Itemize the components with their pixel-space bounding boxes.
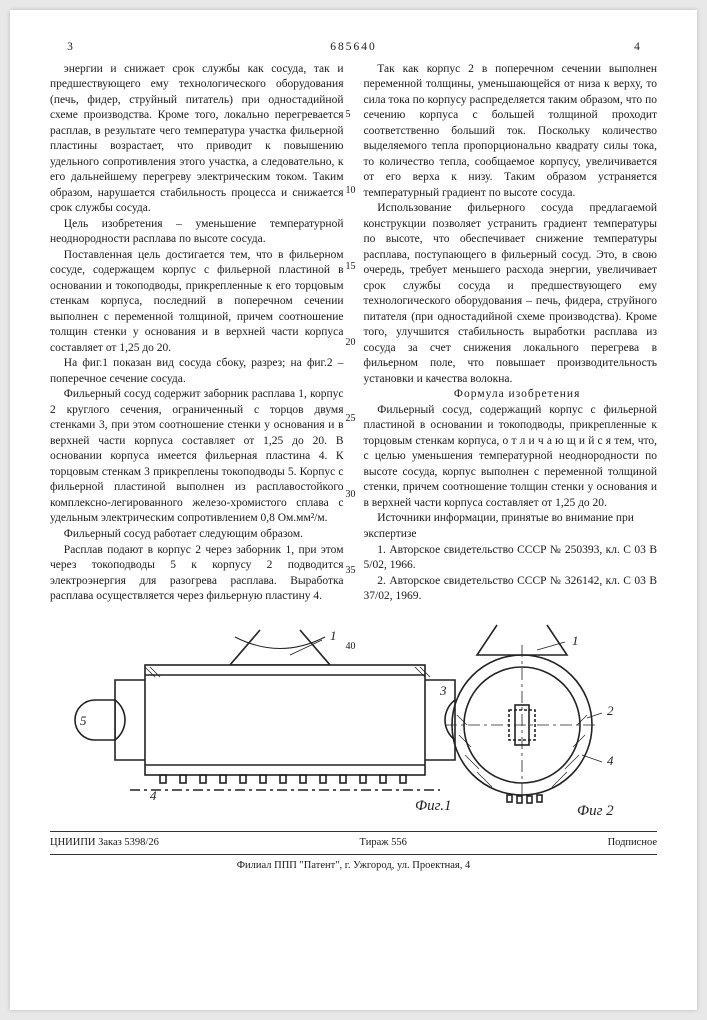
svg-text:4: 4: [150, 788, 157, 803]
page-header: 3 685640 4: [50, 40, 657, 56]
figure-2: 1 2 4 Фиг 2: [437, 620, 627, 820]
para: Так как корпус 2 в поперечном сечении вы…: [364, 62, 658, 202]
formula-heading: Формула изобретения: [364, 387, 658, 403]
figures-area: 1 3 5 4 Фиг.1: [50, 615, 657, 825]
document-number: 685640: [90, 40, 617, 56]
footer-tirazh: Тираж 556: [360, 836, 407, 850]
sources-heading: Источники информации, принятые во вниман…: [364, 511, 658, 542]
svg-text:2: 2: [607, 703, 614, 718]
para: Цель изобретения – уменьшение температур…: [50, 217, 344, 248]
para: На фиг.1 показан вид сосуда сбоку, разре…: [50, 356, 344, 387]
para: энергии и снижает срок службы как сосуда…: [50, 62, 344, 217]
svg-text:4: 4: [607, 753, 614, 768]
left-column: энергии и снижает срок службы как сосуда…: [50, 62, 344, 605]
footer-top: ЦНИИПИ Заказ 5398/26 Тираж 556 Подписное: [50, 831, 657, 850]
para: Фильерный сосуд содержит заборник распла…: [50, 387, 344, 527]
text-columns: энергии и снижает срок службы как сосуда…: [50, 62, 657, 605]
line-marker: 35: [346, 564, 356, 578]
line-marker: 5: [346, 108, 351, 122]
left-page-number: 3: [50, 40, 90, 56]
patent-page: 3 685640 4 энергии и снижает срок службы…: [10, 10, 697, 1010]
source-item: 2. Авторское свидетельство СССР № 326142…: [364, 574, 658, 605]
line-marker: 25: [346, 412, 356, 426]
line-marker: 30: [346, 488, 356, 502]
para: Использование фильерного сосуда предлага…: [364, 201, 658, 387]
source-item: 1. Авторское свидетельство СССР № 250393…: [364, 543, 658, 574]
para: Фильерный сосуд работает следующим образ…: [50, 527, 344, 543]
line-marker: 20: [346, 336, 356, 350]
svg-text:1: 1: [330, 628, 337, 643]
line-marker: 15: [346, 260, 356, 274]
right-column: 5 10 15 20 25 30 35 40 45 Так как корпус…: [364, 62, 658, 605]
para: Поставленная цель достигается тем, что в…: [50, 248, 344, 357]
footer-sub: Подписное: [608, 836, 657, 850]
footer-address: Филиал ППП "Патент", г. Ужгород, ул. Про…: [50, 854, 657, 873]
footer-order: ЦНИИПИ Заказ 5398/26: [50, 836, 159, 850]
figure-1: 1 3 5 4 Фиг.1: [70, 625, 470, 825]
right-page-number: 4: [617, 40, 657, 56]
para: Расплав подают в корпус 2 через заборник…: [50, 543, 344, 605]
formula-text: Фильерный сосуд, содержащий корпус с фил…: [364, 403, 658, 512]
line-marker: 10: [346, 184, 356, 198]
svg-text:1: 1: [572, 633, 579, 648]
fig2-label: Фиг 2: [577, 803, 614, 819]
svg-text:5: 5: [80, 713, 87, 728]
